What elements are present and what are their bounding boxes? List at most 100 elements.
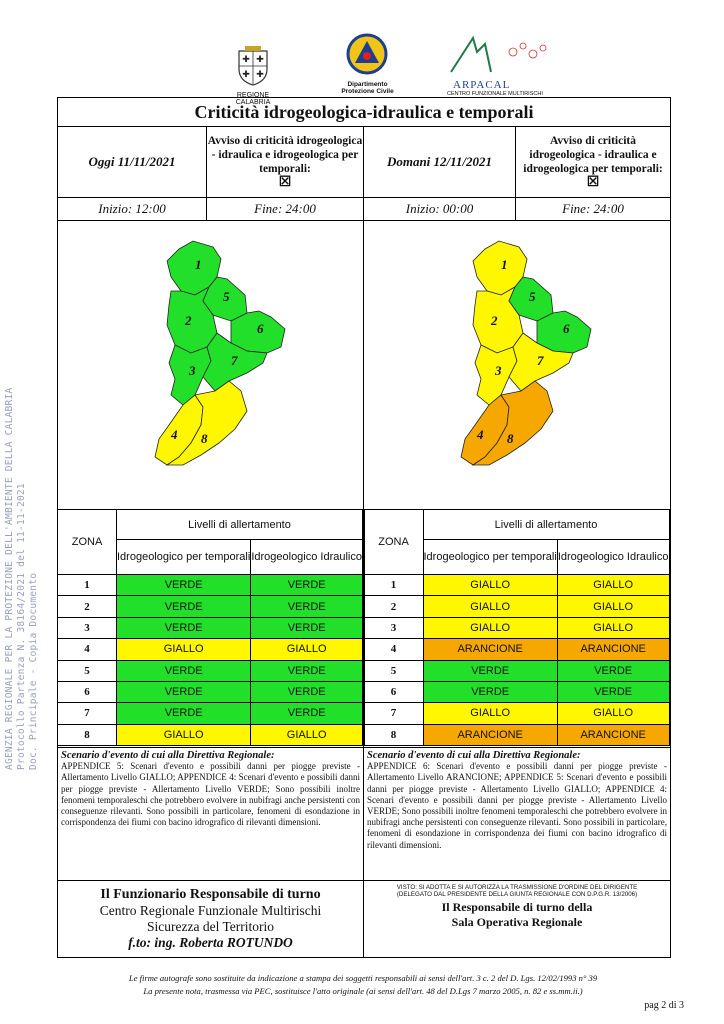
tomorrow-avviso: Avviso di criticità idrogeologica - idra… (516, 127, 670, 197)
svg-text:✚: ✚ (256, 54, 264, 64)
tomorrow-end: Fine: 24:00 (562, 201, 624, 216)
level-idraulico: ARANCIONE (556, 723, 670, 747)
level-idraulico: VERDE (250, 680, 363, 704)
level-idraulico: VERDE (556, 659, 670, 682)
level-temporali: GIALLO (115, 723, 252, 747)
zone-1-label: 1 (501, 257, 508, 272)
footer-left-line-3: Sicurezza del Territorio (147, 919, 274, 934)
zone-8-label: 8 (507, 431, 514, 446)
zone-7-label: 7 (537, 353, 544, 368)
tables-row: ZONA Livelli di allertamento Idrogeologico… (57, 509, 670, 748)
level-idraulico: GIALLO (556, 616, 670, 640)
level-temporali: ARANCIONE (422, 638, 558, 661)
zona-header: ZONA (57, 509, 117, 575)
footer-left-line-1: Il Funzionario Responsabile di turno (100, 887, 321, 902)
footer-left-line-2: Centro Regionale Funzionale Multirischi (99, 903, 322, 918)
signature-row: Il Funzionario Responsabile di turno Cen… (58, 881, 670, 957)
regione-calabria-logo: ✚ ✚ ✚ ✚ REGIONE CALABRIA (223, 45, 283, 106)
svg-text:✚: ✚ (242, 69, 250, 79)
svg-text:✚: ✚ (242, 54, 250, 64)
zona-number: 7 (363, 702, 424, 725)
table-row: 2 GIALLO GIALLO (363, 595, 670, 618)
tomorrow-map: 1 2 3 4 5 6 7 8 (460, 240, 592, 466)
table-row: 8 GIALLO GIALLO (57, 723, 363, 747)
arpacal-name: ARPACAL (453, 79, 511, 91)
col-temporali-header: Idrogeologico per temporali (422, 539, 558, 575)
table-row: 8 ARANCIONE ARANCIONE (363, 723, 670, 747)
level-idraulico: GIALLO (250, 723, 363, 747)
table-row: 5 VERDE VERDE (57, 659, 363, 682)
arpacal-caption: CENTRO FUNZIONALE MULTIRISCHI (447, 91, 543, 97)
level-temporali: VERDE (115, 702, 252, 725)
level-temporali: GIALLO (422, 616, 558, 640)
level-temporali: ARANCIONE (422, 723, 558, 747)
footer-right-small-1: VISTO: SI ADOTTA E SI AUTORIZZA LA TRASM… (396, 884, 638, 891)
table-row: 7 VERDE VERDE (57, 702, 363, 725)
zona-number: 1 (57, 573, 117, 597)
today-avviso: Avviso di criticità idrogeologica - idra… (207, 127, 364, 197)
zona-number: 8 (363, 723, 424, 747)
level-idraulico: VERDE (250, 595, 363, 618)
table-row: 6 VERDE VERDE (363, 680, 670, 704)
col-idraulico-header: Idrogeologico Idraulico (556, 539, 670, 575)
zone-1-label: 1 (195, 257, 202, 272)
level-idraulico: GIALLO (556, 702, 670, 725)
level-temporali: GIALLO (422, 573, 558, 597)
protezione-civile-emblem-icon (346, 33, 388, 75)
zone-2-label: 2 (184, 313, 192, 328)
today-levels-table: ZONA Livelli di allertamento Idrogeologico… (57, 509, 363, 747)
today-avviso-text: Avviso di criticità idrogeologica - idra… (207, 135, 363, 175)
zone-8-area (471, 380, 554, 466)
footer-left-line-4: f.to: ing. Roberta ROTUNDO (128, 935, 293, 950)
tomorrow-start: Inizio: 00:00 (364, 198, 516, 220)
zona-number: 6 (363, 680, 424, 704)
tomorrow-avviso-text: Avviso di criticità idrogeologica - idra… (523, 135, 663, 175)
footer-right-small-2: (DELEGATO DAL PRESIDENTE DELLA GIUNTA RE… (396, 891, 638, 898)
level-temporali: GIALLO (115, 638, 252, 661)
zone-3-label: 3 (188, 363, 196, 378)
page-number: pag 2 di 3 (644, 1000, 684, 1011)
scenario-row: Scenario d'evento di cui alla Direttiva … (58, 748, 670, 881)
footer-right-line-1: Il Responsabile di turno della (441, 900, 593, 914)
level-idraulico: GIALLO (556, 595, 670, 618)
zona-number: 5 (363, 659, 424, 682)
zona-header: ZONA (363, 509, 424, 575)
level-idraulico: VERDE (250, 616, 363, 640)
zone-6-area (536, 310, 592, 354)
table-row: 3 VERDE VERDE (57, 616, 363, 640)
levels-header: Livelli di allertamento (422, 509, 670, 540)
zone-7-area (508, 332, 574, 392)
table-row: 6 VERDE VERDE (57, 680, 363, 704)
tomorrow-levels-table: ZONA Livelli di allertamento Idrogeologico… (363, 509, 670, 747)
protezione-civile-caption-2: Protezione Civile (341, 88, 394, 95)
level-temporali: GIALLO (422, 595, 558, 618)
today-map-cell: 1 2 3 4 5 6 7 8 (58, 221, 364, 509)
footer-right: VISTO: SI ADOTTA E SI AUTORIZZA LA TRASM… (364, 881, 670, 957)
zona-number: 7 (57, 702, 117, 725)
zona-number: 6 (57, 680, 117, 704)
tomorrow-scenario: Scenario d'evento di cui alla Direttiva … (364, 748, 670, 880)
level-temporali: GIALLO (422, 702, 558, 725)
date-row: Oggi 11/11/2021 Avviso di criticità idro… (58, 127, 670, 198)
zona-number: 4 (363, 638, 424, 661)
level-idraulico: GIALLO (250, 638, 363, 661)
col-idraulico-header: Idrogeologico Idraulico (250, 539, 363, 575)
tomorrow-date: Domani 12/11/2021 (364, 127, 516, 197)
zone-5-label: 5 (223, 289, 230, 304)
tomorrow-checkbox-icon: ☒ (586, 175, 600, 190)
svg-text:✚: ✚ (256, 69, 264, 79)
table-row: 4 GIALLO GIALLO (57, 638, 363, 661)
zona-number: 4 (57, 638, 117, 661)
level-idraulico: ARANCIONE (556, 638, 670, 661)
page-title: Criticità idrogeologica-idraulica e temp… (58, 98, 670, 127)
stamp-line-1: AGENZIA REGIONALE PER LA PROTEZIONE DELL… (4, 387, 15, 770)
zone-5-label: 5 (529, 289, 536, 304)
protocol-stamp: AGENZIA REGIONALE PER LA PROTEZIONE DELL… (4, 300, 44, 770)
today-end: Fine: 24:00 (207, 198, 364, 220)
stamp-line-2: Protocollo Partenza N. 38164/2021 del 11… (16, 483, 27, 770)
tomorrow-scenario-heading: Scenario d'evento di cui alla Direttiva … (367, 750, 581, 761)
note-line-1: Le firme autografe sono sostituite da in… (128, 973, 598, 983)
today-scenario-heading: Scenario d'evento di cui alla Direttiva … (61, 750, 275, 761)
stamp-line-3: Doc. Principale - Copia Documento (28, 572, 39, 770)
today-map: 1 2 3 4 5 6 7 8 (154, 240, 285, 466)
